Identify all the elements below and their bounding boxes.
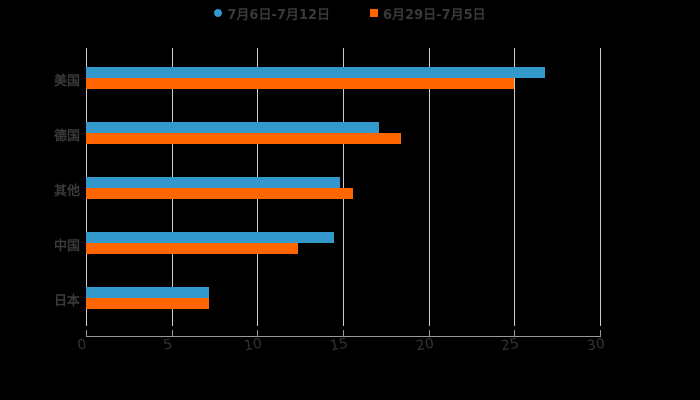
x-tick-label: 15 [328, 335, 350, 355]
axis-tick [429, 330, 430, 337]
gridline [514, 48, 515, 326]
y-category-label: 德国 [53, 129, 80, 144]
y-category-label: 日本 [53, 294, 80, 309]
y-category-label: 中国 [53, 239, 80, 254]
bar-series-1[interactable] [86, 177, 340, 188]
x-tick-label: 20 [414, 335, 436, 355]
bar-series-1[interactable] [86, 232, 334, 243]
legend-item-series-1[interactable]: 7月6日-7月12日 [214, 4, 330, 23]
legend-label: 7月6日-7月12日 [227, 7, 330, 23]
x-tick-label: 30 [585, 335, 607, 355]
bar-series-2[interactable] [86, 133, 401, 144]
bar-series-2[interactable] [86, 78, 514, 89]
bar-series-1[interactable] [86, 287, 209, 298]
bar-series-1[interactable] [86, 122, 379, 133]
x-tick-label: 10 [242, 335, 264, 355]
legend-square-icon [370, 9, 378, 17]
y-category-label: 美国 [53, 74, 80, 89]
axis-tick [600, 330, 601, 337]
legend-item-series-2[interactable]: 6月29日-7月5日 [370, 4, 486, 23]
gridline [429, 48, 430, 326]
gridline [600, 48, 601, 326]
x-tick-label: 25 [499, 335, 521, 355]
chart-legend: 7月6日-7月12日 6月29日-7月5日 [0, 4, 700, 23]
y-category-label: 其他 [53, 184, 80, 199]
bar-series-2[interactable] [86, 298, 209, 309]
axis-tick [514, 330, 515, 337]
x-tick-label: 0 [76, 336, 88, 354]
legend-circle-icon [214, 9, 223, 17]
legend-label: 6月29日-7月5日 [383, 7, 486, 23]
axis-tick [257, 330, 258, 337]
axis-tick [343, 330, 344, 337]
x-axis-line [86, 336, 601, 337]
axis-tick [86, 330, 87, 337]
gridline [343, 48, 344, 326]
bar-series-2[interactable] [86, 188, 353, 199]
axis-tick [172, 330, 173, 337]
x-tick-label: 5 [162, 336, 174, 354]
bar-series-2[interactable] [86, 243, 298, 254]
bar-series-1[interactable] [86, 67, 545, 78]
